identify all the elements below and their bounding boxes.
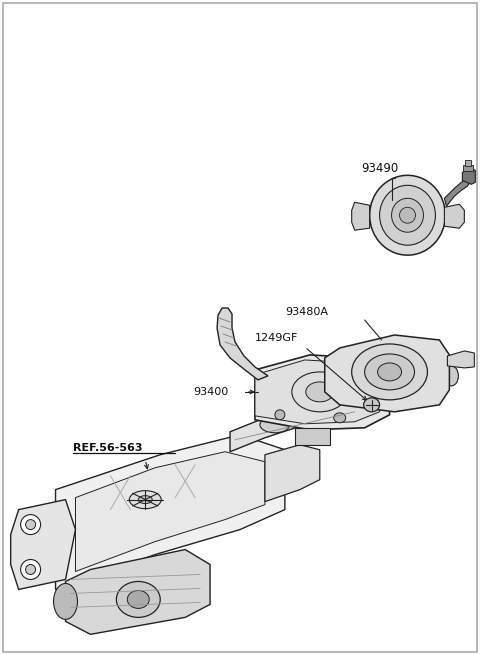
Ellipse shape [378,363,402,381]
Ellipse shape [21,559,41,580]
Ellipse shape [116,582,160,618]
Polygon shape [217,308,268,380]
Text: 1249GF: 1249GF [255,333,299,343]
Ellipse shape [334,413,346,422]
Ellipse shape [306,382,334,402]
Polygon shape [75,452,265,571]
Ellipse shape [399,207,416,223]
Polygon shape [352,202,370,230]
Polygon shape [230,398,360,452]
Text: 93490: 93490 [361,162,399,175]
Polygon shape [444,178,471,206]
Polygon shape [56,435,285,590]
Text: REF.56-563: REF.56-563 [73,443,143,453]
Ellipse shape [54,584,77,620]
Ellipse shape [275,410,285,420]
Ellipse shape [365,354,415,390]
Ellipse shape [392,198,423,233]
Polygon shape [11,500,75,590]
Polygon shape [387,368,455,388]
Ellipse shape [292,372,348,412]
Polygon shape [447,351,474,368]
Ellipse shape [303,408,327,422]
Ellipse shape [138,496,152,504]
Polygon shape [255,360,380,424]
Ellipse shape [444,366,458,386]
Ellipse shape [129,491,161,509]
Polygon shape [295,428,330,445]
Text: 93480A: 93480A [285,307,328,317]
Bar [463,165,473,172]
Text: 93400: 93400 [193,387,228,397]
Ellipse shape [25,565,36,574]
Ellipse shape [370,176,445,255]
Ellipse shape [260,417,290,433]
Ellipse shape [21,515,41,534]
Ellipse shape [127,590,149,608]
Ellipse shape [380,185,435,245]
Ellipse shape [25,519,36,530]
Polygon shape [255,355,390,430]
Polygon shape [65,550,210,634]
Bar [465,160,471,166]
Polygon shape [368,348,434,374]
Polygon shape [325,335,449,412]
Ellipse shape [352,344,428,400]
Polygon shape [265,445,320,502]
Ellipse shape [364,398,380,412]
Polygon shape [444,204,464,228]
Polygon shape [462,168,475,184]
